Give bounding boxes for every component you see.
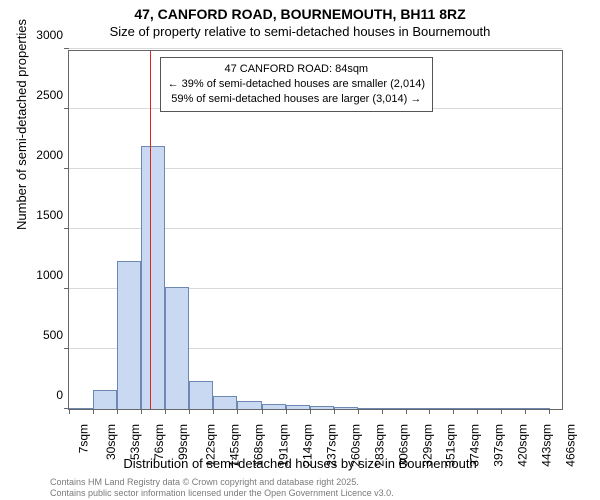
x-tick-mark bbox=[525, 409, 526, 414]
footer-line2: Contains public sector information licen… bbox=[50, 488, 394, 498]
y-tick-label: 2000 bbox=[36, 148, 69, 162]
x-tick-mark bbox=[93, 409, 94, 414]
chart-title-block: 47, CANFORD ROAD, BOURNEMOUTH, BH11 8RZ … bbox=[0, 0, 600, 39]
x-tick-label: 30sqm bbox=[104, 424, 118, 460]
x-tick-label: 53sqm bbox=[128, 424, 142, 460]
chart-plot-area: 47 CANFORD ROAD: 84sqm ← 39% of semi-det… bbox=[68, 50, 563, 410]
x-tick-mark bbox=[477, 409, 478, 414]
x-tick-mark bbox=[141, 409, 142, 414]
x-tick-mark bbox=[165, 409, 166, 414]
y-tick-label: 1500 bbox=[36, 208, 69, 222]
footer-attribution: Contains HM Land Registry data © Crown c… bbox=[50, 477, 394, 498]
x-tick-mark bbox=[237, 409, 238, 414]
x-tick-label: 99sqm bbox=[176, 424, 190, 460]
x-tick-mark bbox=[213, 409, 214, 414]
x-tick-label: 76sqm bbox=[152, 424, 166, 460]
x-tick-mark bbox=[453, 409, 454, 414]
x-tick-mark bbox=[358, 409, 359, 414]
footer-line1: Contains HM Land Registry data © Crown c… bbox=[50, 477, 394, 487]
y-tick-label: 0 bbox=[56, 388, 69, 402]
x-tick-mark bbox=[382, 409, 383, 414]
x-tick-mark bbox=[286, 409, 287, 414]
title-main: 47, CANFORD ROAD, BOURNEMOUTH, BH11 8RZ bbox=[0, 6, 600, 22]
y-tick-label: 500 bbox=[43, 328, 69, 342]
x-tick-mark bbox=[501, 409, 502, 414]
x-tick-label: 7sqm bbox=[77, 424, 91, 453]
x-tick-mark bbox=[310, 409, 311, 414]
x-tick-mark bbox=[69, 409, 70, 414]
y-tick-label: 1000 bbox=[36, 268, 69, 282]
x-ticks: 7sqm30sqm53sqm76sqm99sqm122sqm145sqm168s… bbox=[69, 51, 562, 409]
x-axis-title: Distribution of semi-detached houses by … bbox=[0, 456, 600, 471]
title-sub: Size of property relative to semi-detach… bbox=[0, 24, 600, 39]
y-tick-label: 2500 bbox=[36, 88, 69, 102]
x-tick-mark bbox=[549, 409, 550, 414]
y-tick-mark bbox=[64, 48, 69, 49]
x-tick-mark bbox=[406, 409, 407, 414]
gridline bbox=[69, 48, 562, 49]
y-axis-title: Number of semi-detached properties bbox=[14, 19, 29, 230]
x-tick-mark bbox=[117, 409, 118, 414]
x-tick-mark bbox=[334, 409, 335, 414]
x-tick-mark bbox=[189, 409, 190, 414]
x-tick-mark bbox=[262, 409, 263, 414]
y-tick-label: 3000 bbox=[36, 28, 69, 42]
x-tick-mark bbox=[429, 409, 430, 414]
